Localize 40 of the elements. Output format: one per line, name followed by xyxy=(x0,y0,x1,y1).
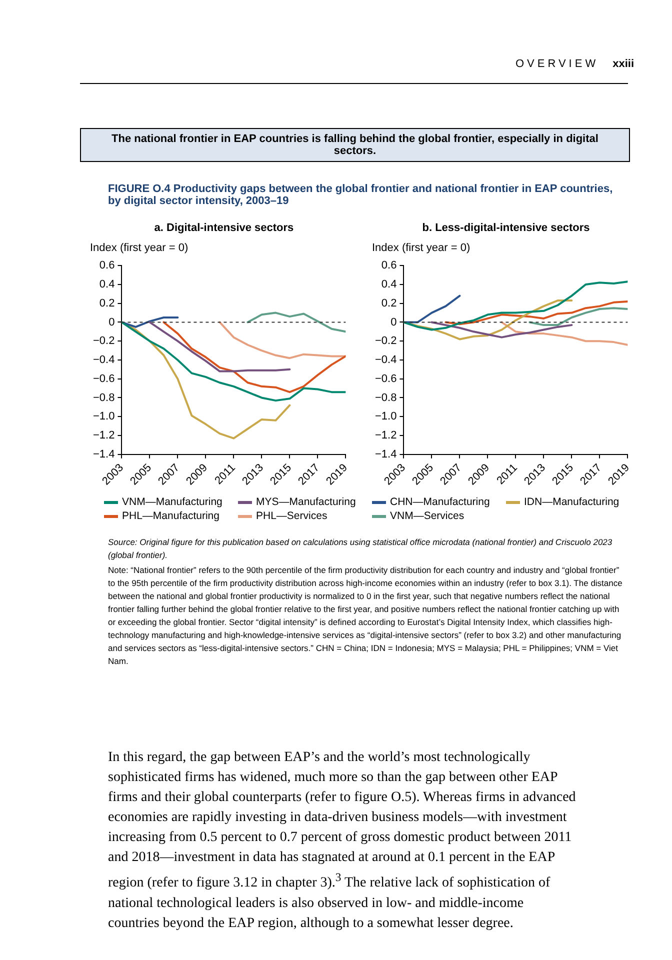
y-axis-title: Index (first year = 0) xyxy=(372,242,472,254)
y-tick-label: −1.0 xyxy=(374,410,397,423)
y-tick-label: −1.4 xyxy=(374,448,397,460)
legend-label: VNM—Services xyxy=(390,510,464,522)
source-note: Source: Original figure for this publication based on calculations using statistical office microdata (national frontier) and Criscuolo 2023 (global frontier). xyxy=(108,536,614,562)
y-axis-title: Index (first year = 0) xyxy=(90,242,190,254)
legend-label: VNM—Manufacturing xyxy=(122,496,222,508)
text: FIGURE O.4 Productivity gaps between the global frontier and national frontier in EAP countries, by digital sector intensity, 2003–19 xyxy=(108,183,614,207)
text: The national frontier in EAP countries is falling behind the global frontier, especially in digital sectors. xyxy=(80,128,630,162)
legend-label: CHN—Manufacturing xyxy=(390,496,490,508)
y-tick-label: 0.2 xyxy=(99,297,115,310)
y-tick-label: 0.6 xyxy=(99,260,115,272)
y-tick-label: 0.4 xyxy=(99,278,115,291)
legend-label: MYS—Manufacturing xyxy=(256,496,356,508)
y-tick-label: 0.2 xyxy=(381,297,397,310)
legend-label: PHL—Manufacturing xyxy=(122,510,220,522)
y-tick-label: −1.2 xyxy=(92,430,115,442)
y-tick-label: −0.8 xyxy=(92,392,115,404)
y-tick-label: 0 xyxy=(390,316,397,328)
y-tick-label: 0.4 xyxy=(381,278,397,291)
y-tick-label: −0.6 xyxy=(92,372,115,385)
legend-label: IDN—Manufacturing xyxy=(524,496,620,508)
y-tick-label: −0.4 xyxy=(374,354,397,366)
legend-label: PHL—Services xyxy=(256,510,328,522)
y-tick-label: −0.2 xyxy=(374,335,397,348)
chart-title: b. Less-digital-intensive sectors xyxy=(421,222,591,234)
y-tick-label: −0.6 xyxy=(374,372,397,385)
y-tick-label: 0 xyxy=(108,316,115,328)
text: In this regard, the gap between EAP’s and the world’s most technologically sophisticated firms has widened, much more so than the gap between other EAP firms and their global counterparts (refer to figure O.5). Whereas firms in advanced economies are rapidly investing in data-driven business models—with investment increasing from 0.5 percent to 0.7 percent of gross domestic product between 2011 and 2018—investment in data has stagnated at around at 0.1 percent in the EAP region (refer to figure 3.12 in chapter 3).$^{3}$ The relative lack of sophistication of national technological leaders is also observed in low- and middle-income countries beyond the EAP region, although to a somewhat lesser degree. xyxy=(108,750,576,931)
y-tick-label: −1.0 xyxy=(92,410,115,423)
y-tick-label: 0.6 xyxy=(381,260,397,272)
text: OVERVIEW xyxy=(516,58,599,70)
y-tick-label: −1.2 xyxy=(374,430,397,442)
y-tick-label: −0.2 xyxy=(92,335,115,348)
chart-title: a. Digital-intensive sectors xyxy=(153,222,295,234)
text: Note: “National frontier” refers to the 90th percentile of the firm productivity distribution for each country and industry and “global frontier” to the 95th percentile of the firm productivity distribution across high-income economies within an industry (refer to box 3.1). The distance between the national and global frontier productivity is normalized to 0 in the first year, such that negative numbers reflect the national frontier falling further behind the global frontier relative to the first year, and positive numbers reflect the national frontier catching up with or exceeding the global frontier. Sector “digital intensity” is defined according to Eurostat’s Digital Intensity Index, which classifies high-technology manufacturing and high-knowledge-intensive services as “digital-intensive sectors” (refer to box 3.2) and other manufacturing and services sectors as “less-digital-intensive sectors.” CHN = China; IDN = Indonesia; MYS = Malaysia; PHL = Philippines; VNM = Viet Nam. xyxy=(108,564,624,668)
y-tick-label: −1.4 xyxy=(92,448,115,460)
text: xxiii xyxy=(612,58,634,70)
y-tick-label: −0.8 xyxy=(374,392,397,404)
y-tick-label: −0.4 xyxy=(92,354,115,366)
